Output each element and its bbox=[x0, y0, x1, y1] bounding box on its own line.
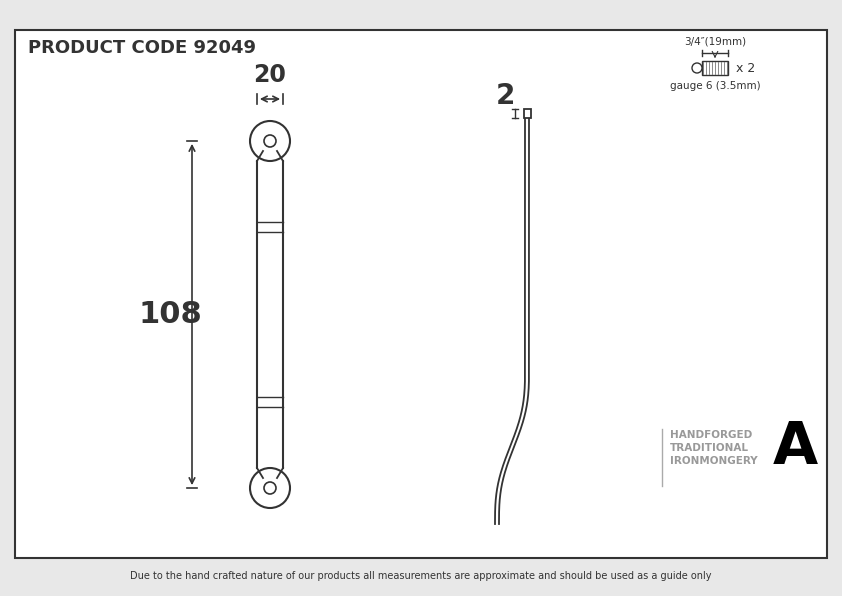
Circle shape bbox=[250, 121, 290, 161]
Text: gauge 6 (3.5mm): gauge 6 (3.5mm) bbox=[669, 81, 760, 91]
Text: 3/4″(19mm): 3/4″(19mm) bbox=[684, 37, 746, 47]
Circle shape bbox=[264, 135, 276, 147]
Text: PRODUCT CODE 92049: PRODUCT CODE 92049 bbox=[28, 39, 256, 57]
Circle shape bbox=[692, 63, 702, 73]
Bar bbox=[15, 30, 827, 558]
Text: Due to the hand crafted nature of our products all measurements are approximate : Due to the hand crafted nature of our pr… bbox=[131, 571, 711, 581]
Text: TRADITIONAL: TRADITIONAL bbox=[670, 443, 749, 453]
Circle shape bbox=[264, 482, 276, 494]
Bar bbox=[524, 109, 530, 118]
Text: A: A bbox=[772, 420, 818, 476]
Text: IRONMONGERY: IRONMONGERY bbox=[670, 456, 758, 466]
Circle shape bbox=[250, 468, 290, 508]
Text: x 2: x 2 bbox=[736, 61, 755, 74]
Bar bbox=[702, 61, 728, 75]
Text: HANDFORGED: HANDFORGED bbox=[670, 430, 752, 440]
Text: 20: 20 bbox=[253, 63, 286, 87]
Text: 2: 2 bbox=[495, 82, 514, 110]
Text: 108: 108 bbox=[138, 300, 202, 329]
